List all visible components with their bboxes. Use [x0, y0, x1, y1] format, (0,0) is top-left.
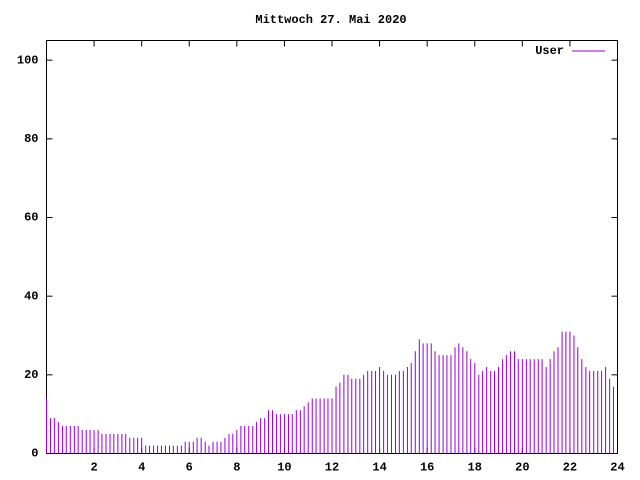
x-tick-label: 16 [420, 461, 434, 475]
y-tick-label: 60 [24, 211, 38, 225]
plot-border [46, 40, 618, 454]
y-tick-label: 100 [17, 53, 39, 67]
x-tick-label: 10 [277, 461, 291, 475]
chart-title: Mittwoch 27. Mai 2020 [255, 13, 406, 27]
x-tick-label: 14 [372, 461, 386, 475]
x-tick-label: 12 [325, 461, 339, 475]
x-tick-label: 18 [468, 461, 482, 475]
legend-label: User [535, 44, 564, 58]
x-tick-label: 20 [515, 461, 529, 475]
x-tick-label: 4 [138, 461, 145, 475]
y-tick-label: 20 [24, 368, 38, 382]
x-tick-label: 6 [186, 461, 193, 475]
x-tick-label: 24 [610, 461, 624, 475]
y-tick-label: 80 [24, 132, 38, 146]
y-tick-label: 40 [24, 289, 38, 303]
x-tick-label: 22 [563, 461, 577, 475]
y-tick-label: 0 [31, 447, 38, 461]
x-tick-label: 8 [233, 461, 240, 475]
x-tick-label: 2 [90, 461, 97, 475]
